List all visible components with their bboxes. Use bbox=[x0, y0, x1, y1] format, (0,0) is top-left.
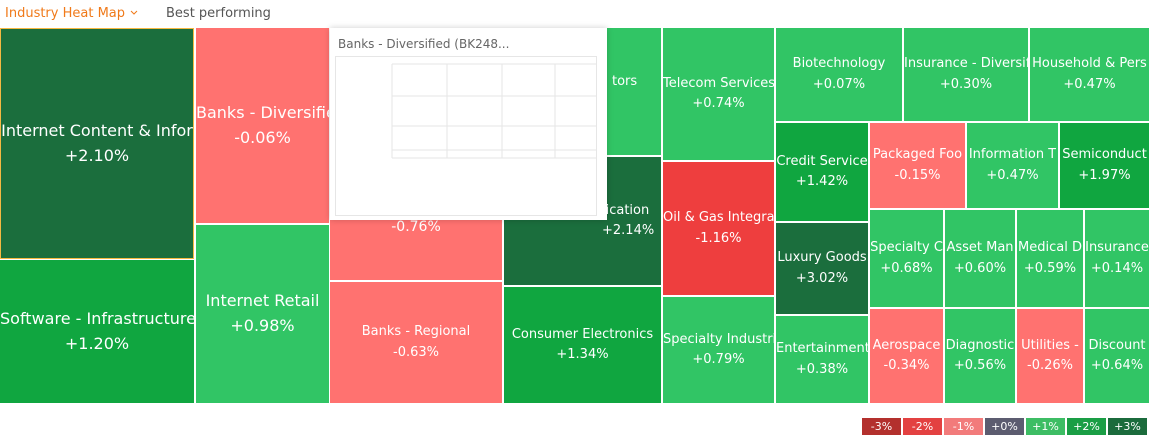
tile[interactable]: Telecom Services +0.74% bbox=[663, 28, 774, 160]
legend-item: -1% bbox=[944, 418, 983, 435]
tile-change: -0.34% bbox=[883, 358, 930, 373]
tile-name: Specialty Industri bbox=[663, 331, 774, 347]
tile-name: Software - Infrastructure bbox=[0, 308, 194, 328]
tile[interactable]: Credit Service +1.42% bbox=[776, 123, 868, 221]
tile-name: Aerospace bbox=[872, 337, 941, 353]
tile-change: -0.15% bbox=[894, 167, 941, 183]
tile-change: +0.47% bbox=[986, 167, 1039, 183]
legend: -3% -2% -1% +0% +1% +2% +3% bbox=[862, 418, 1149, 435]
tile[interactable]: Packaged Foo -0.15% bbox=[870, 123, 965, 208]
tile-change: +2.14% bbox=[602, 223, 655, 238]
tile-change: +1.34% bbox=[556, 347, 609, 362]
tile-change: +0.64% bbox=[1090, 358, 1144, 373]
tile-change: -0.76% bbox=[391, 219, 441, 235]
tile-name: Banks - Diversifie bbox=[196, 102, 329, 122]
tooltip-chart bbox=[335, 56, 597, 216]
tile-change: +3.02% bbox=[795, 270, 849, 286]
tile[interactable]: Insurance +0.14% bbox=[1085, 210, 1149, 307]
tab-label[interactable]: Industry Heat Map bbox=[5, 6, 126, 21]
tile-name: tors bbox=[612, 74, 638, 89]
tile-name: Information T bbox=[968, 147, 1057, 163]
tooltip-title: Banks - Diversified (BK248... bbox=[338, 37, 510, 51]
tile-change: +2.10% bbox=[64, 145, 130, 165]
tile-name: Credit Service bbox=[776, 153, 868, 169]
tile-name: Oil & Gas Integra bbox=[663, 210, 774, 226]
tile-change: -1.16% bbox=[695, 230, 742, 246]
tile[interactable]: Consumer Electronics +1.34% bbox=[504, 287, 661, 403]
tile-change: +0.47% bbox=[1063, 76, 1116, 92]
tooltip: Banks - Diversified (BK248... bbox=[330, 28, 607, 220]
tile[interactable]: Biotechnology +0.07% bbox=[776, 28, 902, 121]
tile-name: Specialty C bbox=[870, 240, 943, 256]
tile-change: +0.79% bbox=[692, 352, 745, 367]
tile-change: +0.60% bbox=[953, 260, 1007, 276]
tile-name: Internet Content & Infor bbox=[1, 120, 193, 140]
tile[interactable]: Banks - Diversifie -0.06% bbox=[196, 28, 329, 223]
legend-item: +2% bbox=[1067, 418, 1106, 435]
legend-item: -2% bbox=[903, 418, 942, 435]
tile-name: Biotechnology bbox=[792, 56, 886, 72]
tile-name: Diagnostic bbox=[945, 337, 1015, 353]
tile[interactable]: Aerospace -0.34% bbox=[870, 309, 943, 403]
tile-change: +1.42% bbox=[795, 174, 849, 189]
tab[interactable]: Industry Heat Map bbox=[5, 6, 139, 21]
tile-change: +0.74% bbox=[692, 96, 745, 111]
tile[interactable]: Semiconduct +1.97% bbox=[1060, 123, 1149, 208]
tile-name: Consumer Electronics bbox=[511, 326, 654, 342]
tile-change: +1.97% bbox=[1078, 167, 1131, 183]
tile[interactable]: Medical D +0.59% bbox=[1017, 210, 1083, 307]
tile[interactable]: Asset Man +0.60% bbox=[945, 210, 1015, 307]
tile-change: +0.14% bbox=[1090, 260, 1144, 276]
tile-change: -0.26% bbox=[1027, 358, 1073, 373]
tile[interactable]: Utilities - -0.26% bbox=[1017, 309, 1083, 403]
tile-name: Medical D bbox=[1018, 240, 1082, 256]
tile[interactable]: Oil & Gas Integra -1.16% bbox=[663, 162, 774, 295]
chevron bbox=[130, 10, 138, 15]
tile-name: Luxury Goods bbox=[777, 250, 867, 266]
tile[interactable]: Specialty Industri +0.79% bbox=[663, 297, 774, 403]
legend-item: +1% bbox=[1026, 418, 1065, 435]
tile-change: +0.07% bbox=[812, 76, 866, 92]
tile-change: +0.56% bbox=[953, 358, 1007, 373]
tile-name: Banks - Regional bbox=[361, 324, 471, 340]
legend-item: +0% bbox=[985, 418, 1024, 435]
tile-change: +0.30% bbox=[939, 76, 993, 92]
legend-item: +3% bbox=[1108, 418, 1147, 435]
tile[interactable]: Insurance - Diversif +0.30% bbox=[904, 28, 1028, 121]
tile[interactable]: Diagnostic +0.56% bbox=[945, 309, 1015, 403]
tile-change: +0.38% bbox=[795, 361, 849, 377]
tile[interactable]: Discount +0.64% bbox=[1085, 309, 1149, 403]
tile-name: Asset Man bbox=[946, 240, 1014, 256]
tile-change: +0.98% bbox=[230, 316, 295, 335]
tile-name: Discount bbox=[1088, 337, 1146, 353]
tile-change: -0.06% bbox=[234, 127, 291, 147]
tile-name: Telecom Services bbox=[663, 75, 774, 91]
tile-name: Insurance - Diversif bbox=[904, 56, 1028, 72]
tile-name: Packaged Foo bbox=[872, 147, 963, 163]
tile[interactable]: Software - Infrastructure +1.20% bbox=[0, 260, 194, 403]
tile-name: Utilities - bbox=[1021, 337, 1079, 353]
tile[interactable]: Internet Retail +0.98% bbox=[196, 225, 329, 403]
tile-name: Semiconduct bbox=[1062, 147, 1147, 163]
tile[interactable]: Household & Pers +0.47% bbox=[1030, 28, 1149, 121]
tile-name: lication bbox=[602, 202, 650, 218]
tile[interactable]: Entertainment +0.38% bbox=[776, 316, 868, 403]
tile[interactable]: Banks - Regional -0.63% bbox=[330, 282, 502, 403]
tile[interactable]: Information T +0.47% bbox=[967, 123, 1058, 208]
tab[interactable]: Best performing bbox=[166, 6, 271, 21]
tile-name: Insurance bbox=[1085, 240, 1149, 256]
tile-name: Entertainment bbox=[776, 341, 868, 357]
tile-change: +1.20% bbox=[64, 333, 130, 353]
tile-name: Internet Retail bbox=[205, 291, 320, 311]
tile-change: +0.59% bbox=[1023, 260, 1077, 276]
tile-change: +0.68% bbox=[880, 260, 933, 276]
tile-name: Household & Pers bbox=[1032, 56, 1147, 72]
tile[interactable]: Specialty C +0.68% bbox=[870, 210, 943, 307]
tile[interactable]: Internet Content & Infor +2.10% bbox=[0, 28, 194, 259]
tile[interactable]: Luxury Goods +3.02% bbox=[776, 223, 868, 314]
tile-change: -0.63% bbox=[393, 344, 439, 360]
legend-item: -3% bbox=[862, 418, 901, 435]
